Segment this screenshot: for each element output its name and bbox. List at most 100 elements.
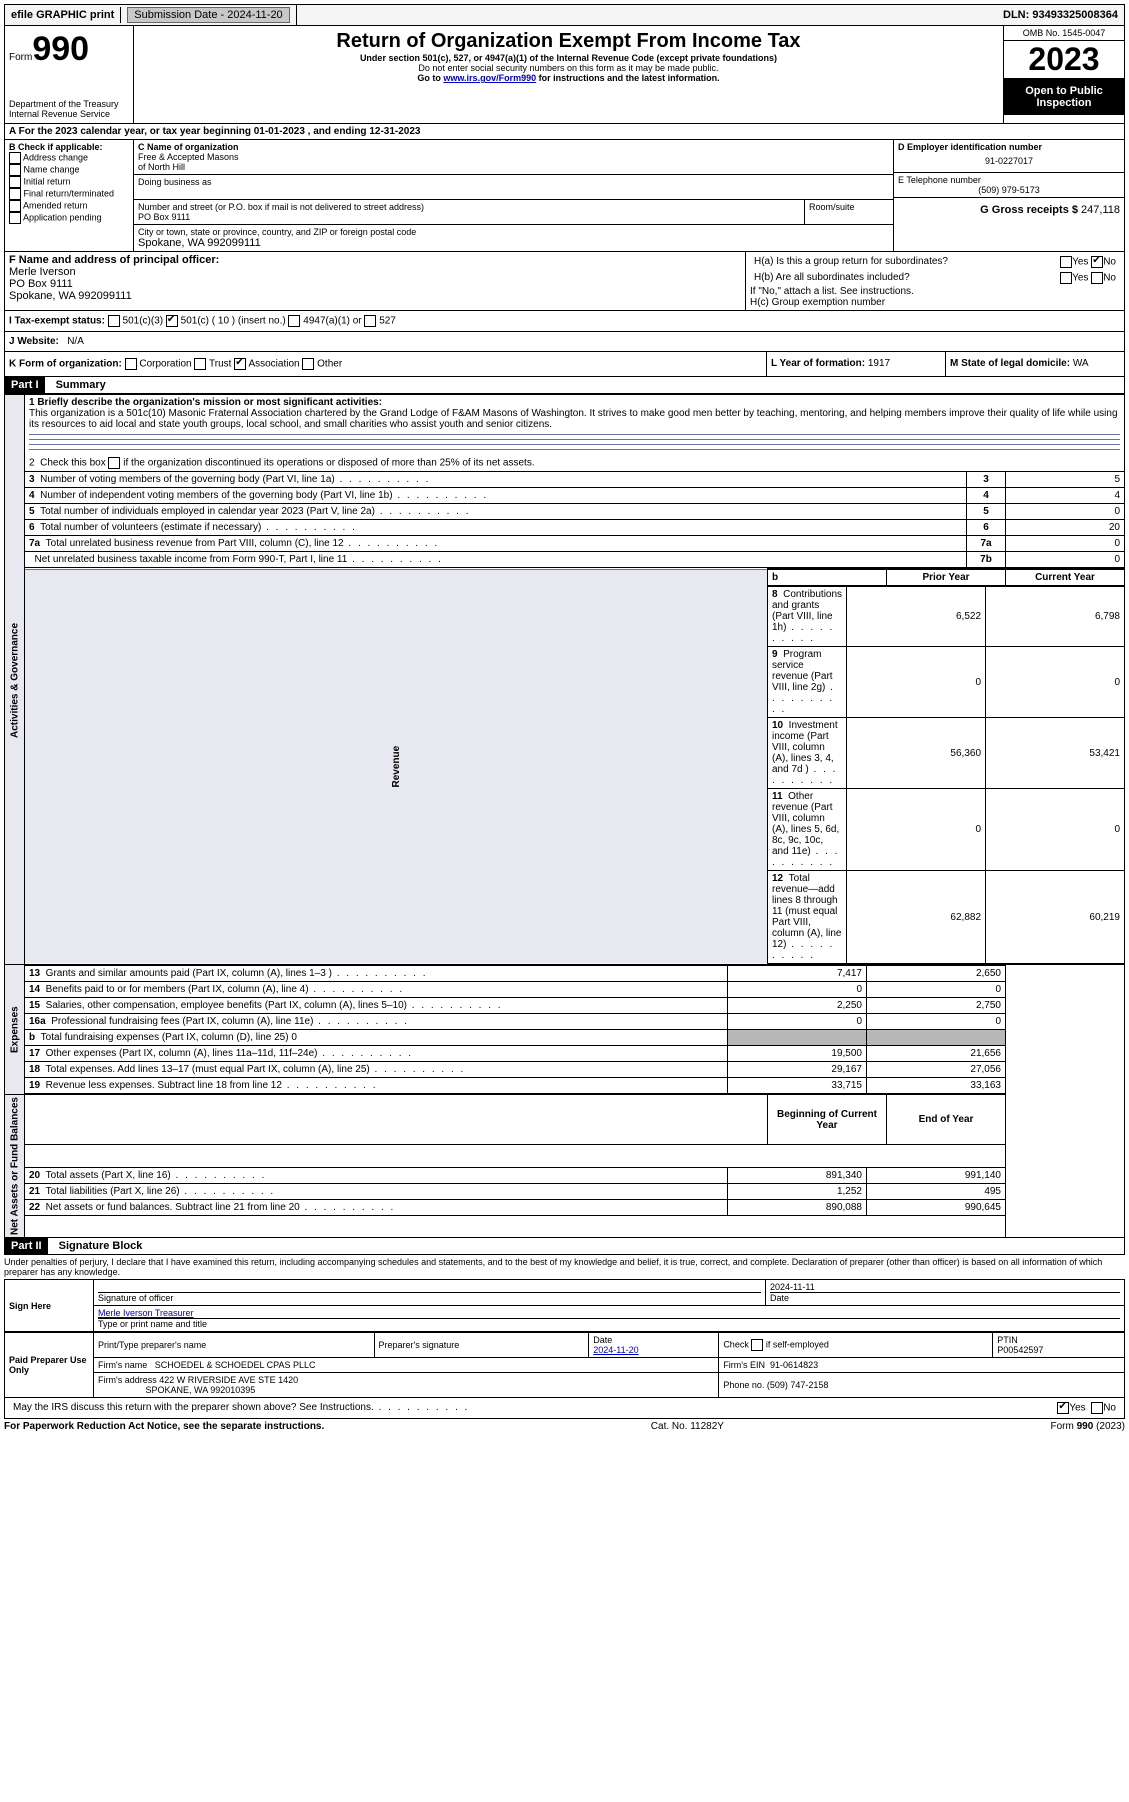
- website-label: J Website:: [9, 336, 59, 347]
- firm-name-label: Firm's name: [98, 1360, 147, 1370]
- city-label: City or town, state or province, country…: [138, 227, 889, 237]
- room-suite: Room/suite: [805, 200, 893, 224]
- ptin-label: PTIN: [997, 1335, 1018, 1345]
- dept-treasury: Department of the Treasury: [9, 99, 129, 109]
- ha-label: H(a) Is this a group return for subordin…: [750, 254, 1056, 270]
- cb-name-change[interactable]: [9, 164, 21, 176]
- form-title: Return of Organization Exempt From Incom…: [138, 30, 999, 53]
- prep-sig-label: Preparer's signature: [374, 1333, 589, 1358]
- cb-527[interactable]: [364, 315, 376, 327]
- cb-self-employed[interactable]: [751, 1339, 763, 1351]
- phone-value: (509) 979-5173: [898, 185, 1120, 195]
- cb-hb-yes[interactable]: [1060, 272, 1072, 284]
- footer-mid: Cat. No. 11282Y: [651, 1421, 724, 1432]
- prep-name-label: Print/Type preparer's name: [94, 1333, 375, 1358]
- officer-addr1: PO Box 9111: [9, 278, 741, 290]
- cb-discontinued[interactable]: [108, 457, 120, 469]
- subtitle-1: Under section 501(c), 527, or 4947(a)(1)…: [138, 53, 999, 63]
- perjury-text: Under penalties of perjury, I declare th…: [4, 1255, 1125, 1279]
- form-header: Form990 Department of the Treasury Inter…: [4, 26, 1125, 124]
- footer-left: For Paperwork Reduction Act Notice, see …: [4, 1421, 324, 1432]
- box-b: B Check if applicable: Address change Na…: [5, 140, 134, 251]
- prep-date-label: Date: [593, 1335, 612, 1345]
- cb-ha-yes[interactable]: [1060, 256, 1072, 268]
- gross-receipts-value: 247,118: [1081, 204, 1120, 216]
- type-name-label: Type or print name and title: [98, 1318, 1120, 1329]
- section-fh: F Name and address of principal officer:…: [4, 252, 1125, 311]
- cb-final-return[interactable]: [9, 188, 21, 200]
- cb-address-change[interactable]: [9, 152, 21, 164]
- summary-table: Activities & Governance 1 Briefly descri…: [4, 394, 1125, 1238]
- part2-label: Part II: [5, 1238, 48, 1254]
- top-bar: efile GRAPHIC print Submission Date - 20…: [4, 4, 1125, 26]
- street-value: PO Box 9111: [138, 212, 800, 222]
- discuss-text: May the IRS discuss this return with the…: [13, 1402, 374, 1413]
- omb-number: OMB No. 1545-0047: [1004, 26, 1124, 41]
- mission-text: This organization is a 501c(10) Masonic …: [29, 408, 1120, 430]
- cb-501c[interactable]: [166, 315, 178, 327]
- org-name-1: Free & Accepted Masons: [138, 152, 889, 162]
- cb-discuss-no[interactable]: [1091, 1402, 1103, 1414]
- row-a-tax-year: A For the 2023 calendar year, or tax yea…: [4, 124, 1125, 140]
- beginning-year-hdr: Beginning of Current Year: [768, 1095, 887, 1145]
- box-b-label: B Check if applicable:: [9, 142, 129, 152]
- goto-prefix: Go to: [417, 73, 443, 83]
- firm-addr1: 422 W RIVERSIDE AVE STE 1420: [159, 1375, 298, 1385]
- side-expenses: Expenses: [5, 965, 25, 1095]
- firm-addr-label: Firm's address: [98, 1375, 157, 1385]
- firm-phone-value: (509) 747-2158: [767, 1380, 829, 1390]
- side-revenue: Revenue: [25, 569, 768, 965]
- org-name-2: of North Hill: [138, 162, 889, 172]
- officer-name-title[interactable]: Merle Iverson Treasurer: [98, 1308, 1120, 1318]
- domicile-label: M State of legal domicile:: [950, 358, 1070, 369]
- firm-name-value: SCHOEDEL & SCHOEDEL CPAS PLLC: [155, 1360, 316, 1370]
- prep-date-value[interactable]: 2024-11-20: [593, 1345, 638, 1355]
- cb-corp[interactable]: [125, 358, 137, 370]
- cb-assoc[interactable]: [234, 358, 246, 370]
- h-note: If "No," attach a list. See instructions…: [750, 286, 1120, 297]
- section-bcdefg: B Check if applicable: Address change Na…: [4, 140, 1125, 252]
- side-net-assets: Net Assets or Fund Balances: [5, 1095, 25, 1238]
- website-value: N/A: [67, 336, 84, 347]
- efile-label: efile GRAPHIC print: [5, 7, 121, 23]
- irs-link[interactable]: www.irs.gov/Form990: [443, 73, 536, 83]
- subtitle-2: Do not enter social security numbers on …: [138, 63, 999, 73]
- firm-ein-value: 91-0614823: [770, 1360, 818, 1370]
- org-name-label: C Name of organization: [138, 142, 889, 152]
- goto-suffix: for instructions and the latest informat…: [536, 73, 720, 83]
- officer-label: F Name and address of principal officer:: [9, 254, 741, 266]
- cb-trust[interactable]: [194, 358, 206, 370]
- sig-officer-label: Signature of officer: [98, 1292, 761, 1303]
- year-formation-value: 1917: [868, 358, 890, 369]
- line2-text: 2 Check this box: [29, 458, 108, 469]
- cb-4947[interactable]: [288, 315, 300, 327]
- tax-exempt-label: I Tax-exempt status:: [9, 316, 105, 327]
- gross-receipts-label: G Gross receipts $: [980, 204, 1078, 216]
- firm-ein-label: Firm's EIN: [723, 1360, 765, 1370]
- part1-header: Part I Summary: [4, 377, 1125, 394]
- part2-title: Signature Block: [51, 1240, 143, 1252]
- year-formation-label: L Year of formation:: [771, 358, 865, 369]
- submission-date: Submission Date - 2024-11-20: [121, 5, 296, 25]
- cb-ha-no[interactable]: [1091, 256, 1103, 268]
- cb-other[interactable]: [302, 358, 314, 370]
- hb-label: H(b) Are all subordinates included?: [750, 270, 1056, 286]
- discuss-row: May the IRS discuss this return with the…: [4, 1398, 1125, 1419]
- city-value: Spokane, WA 992099111: [138, 237, 889, 249]
- form-word: Form: [9, 52, 32, 63]
- cb-hb-no[interactable]: [1091, 272, 1103, 284]
- form-number: 990: [32, 30, 89, 68]
- form-org-label: K Form of organization:: [9, 359, 122, 370]
- cb-discuss-yes[interactable]: [1057, 1402, 1069, 1414]
- officer-name: Merle Iverson: [9, 266, 741, 278]
- sign-here-table: Sign Here Signature of officer 2024-11-1…: [4, 1279, 1125, 1332]
- box-c: C Name of organization Free & Accepted M…: [134, 140, 894, 251]
- cb-501c3[interactable]: [108, 315, 120, 327]
- cb-initial-return[interactable]: [9, 176, 21, 188]
- cb-amended-return[interactable]: [9, 200, 21, 212]
- dba-label: Doing business as: [138, 177, 889, 187]
- sign-here-label: Sign Here: [5, 1280, 94, 1332]
- current-year-hdr: Current Year: [1006, 569, 1125, 586]
- cb-application-pending[interactable]: [9, 212, 21, 224]
- part1-title: Summary: [48, 379, 106, 391]
